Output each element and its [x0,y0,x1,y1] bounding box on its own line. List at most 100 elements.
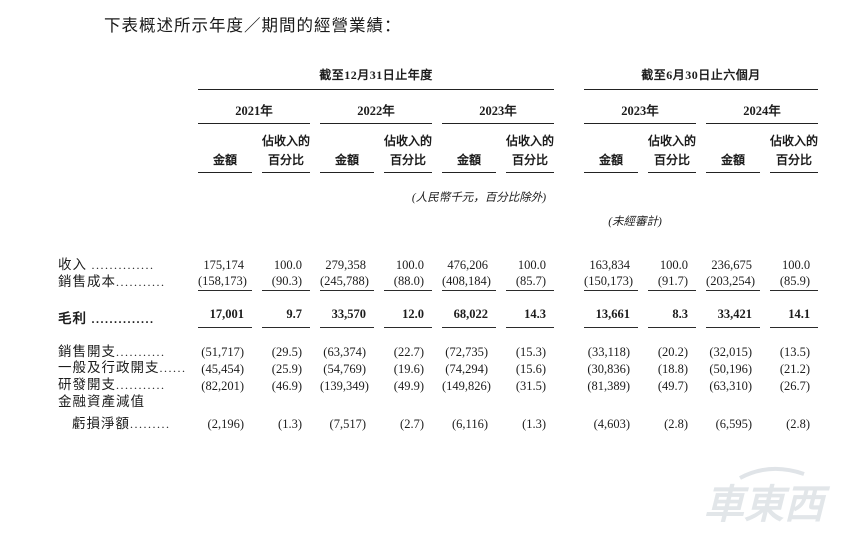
amount-cell: (32,015) [709,344,753,359]
amount-cell: (74,294) [445,361,488,376]
dot-leader: ........... [116,344,166,359]
percent-cell: (85.9) [760,274,819,291]
column-gap [554,274,574,291]
amount-cell: (7,517) [329,417,366,432]
percent-cell: (21.2) [779,361,811,376]
amount-cell: 68,022 [432,291,496,328]
percent-cell: (85.7) [496,274,555,291]
amount-cell: 279,358 [325,258,366,273]
percent-cell: (1.3) [522,417,547,432]
table-row: 一般及行政開支...... (45,454) (25.9) (54,769) (19.6… [58,360,818,377]
percent-cell: 100.0 [395,258,424,273]
amount-cell: (245,788) [310,274,374,291]
year-header-2023-6m: 2023年 [574,90,697,124]
dot-leader: ...... [159,361,187,376]
amount-cell: (33,118) [587,344,631,359]
percent-cell: 9.7 [252,291,310,328]
percent-cell: (15.6) [515,361,547,376]
amount-cell: (50,196) [709,361,753,376]
amount-header: 金額 [696,124,761,174]
percent-cell: (31.5) [515,378,547,393]
row-label: 研發開支........... [58,377,166,393]
percent-cell: 14.3 [496,291,555,328]
amount-cell: (2,196) [207,417,244,432]
units-note-row: (人民幣千元，百分比除外) [58,173,818,205]
amount-cell: (203,254) [696,274,761,291]
table-row: 研發開支........... (82,201) (46.9) (139,349) (4… [58,377,818,394]
percent-header: 佔收入的 百分比 [374,124,432,174]
column-gap [554,62,574,90]
column-gap [554,328,574,361]
amount-cell: (72,735) [445,344,488,359]
header-gap [58,229,818,257]
column-gap [554,377,574,394]
year-header-2024-6m: 2024年 [696,90,819,124]
row-label: 一般及行政開支...... [58,360,187,376]
table-row: 銷售成本........... (158,173) (90.3) (245,788)(… [58,274,819,291]
column-gap [554,257,574,274]
amount-cell: (6,116) [452,417,488,432]
percent-cell: (2.8) [786,417,811,432]
amount-header: 金額 [432,124,496,174]
row-label: 收入 .............. [58,257,155,273]
percent-cell: (2.7) [400,417,424,432]
amount-header: 金額 [310,124,374,174]
percent-cell: (18.8) [657,361,689,376]
percent-cell: 100.0 [517,258,547,273]
amount-cell: (4,603) [593,417,631,432]
amount-cell: 476,206 [447,258,488,273]
amount-cell: (45,454) [201,361,244,376]
dot-leader: ......... [130,417,171,432]
amount-cell: (139,349) [320,378,369,393]
amount-cell: (408,184) [432,274,496,291]
percent-cell: 100.0 [781,258,811,273]
amount-cell: (150,173) [574,274,639,291]
percent-cell: (88.0) [374,274,432,291]
row-label: 銷售開支........... [58,343,166,359]
units-note: (人民幣千元，百分比除外) [411,192,547,205]
percent-cell: (90.3) [252,274,310,291]
dot-leader: ........... [116,275,166,290]
percent-cell: 8.3 [638,291,697,328]
table-row: 毛利 .............. 17,001 9.7 33,570 12.0 68,0… [58,291,819,328]
amount-cell: (82,201) [201,378,244,393]
amount-cell: (30,836) [587,361,631,376]
amount-cell: 33,421 [696,291,761,328]
column-gap [554,360,574,377]
table-body: 收入 .............. 175,174 100.0 279,358 100.… [58,257,819,433]
row-label: 虧損淨額......... [72,416,171,432]
percent-header: 佔收入的 百分比 [760,124,819,174]
percent-cell: 100.0 [273,258,302,273]
table-row: 虧損淨額......... (2,196) (1.3) (7,517) (2.7) (6,… [58,411,818,433]
year-header-2022: 2022年 [310,90,432,124]
percent-cell: (2.8) [664,417,689,432]
percent-cell: (13.5) [779,344,811,359]
amount-cell: 175,174 [203,258,244,273]
year-header-2023: 2023年 [432,90,555,124]
percent-cell: (49.9) [393,378,424,393]
percent-header: 佔收入的 百分比 [252,124,310,174]
amount-header: 金額 [574,124,639,174]
column-gap [554,291,574,328]
amount-cell: (63,310) [709,378,753,393]
amount-cell: 163,834 [589,258,631,273]
watermark-text: 車東西 [704,482,831,527]
amount-header: 金額 [188,124,252,174]
percent-cell: (91.7) [638,274,697,291]
row-label: 金融資產減值 [58,394,145,410]
group-header-six-months: 截至6月30日止六個月 [574,62,819,90]
table-row: 銷售開支........... (51,717) (29.5) (63,374) (22… [58,328,818,361]
amount-cell: (81,389) [587,378,631,393]
dot-leader: .............. [87,311,155,326]
amount-cell: (158,173) [188,274,252,291]
percent-cell: (20.2) [657,344,689,359]
table-row: 金融資產減值 [58,394,818,411]
percent-cell: (46.9) [271,378,302,393]
column-gap [554,411,574,433]
percent-cell: (49.7) [657,378,689,393]
results-table: 截至12月31日止年度 截至6月30日止六個月 2021年 2022年 2023… [58,62,819,433]
amount-cell: (149,826) [442,378,491,393]
percent-cell: 14.1 [760,291,819,328]
watermark-logo: 車東西 [702,458,850,541]
subheader-row: 金額 佔收入的 百分比 金額 佔收入的 百分比 金額 佔收入的 百分比 金額 佔收入的… [58,124,819,174]
